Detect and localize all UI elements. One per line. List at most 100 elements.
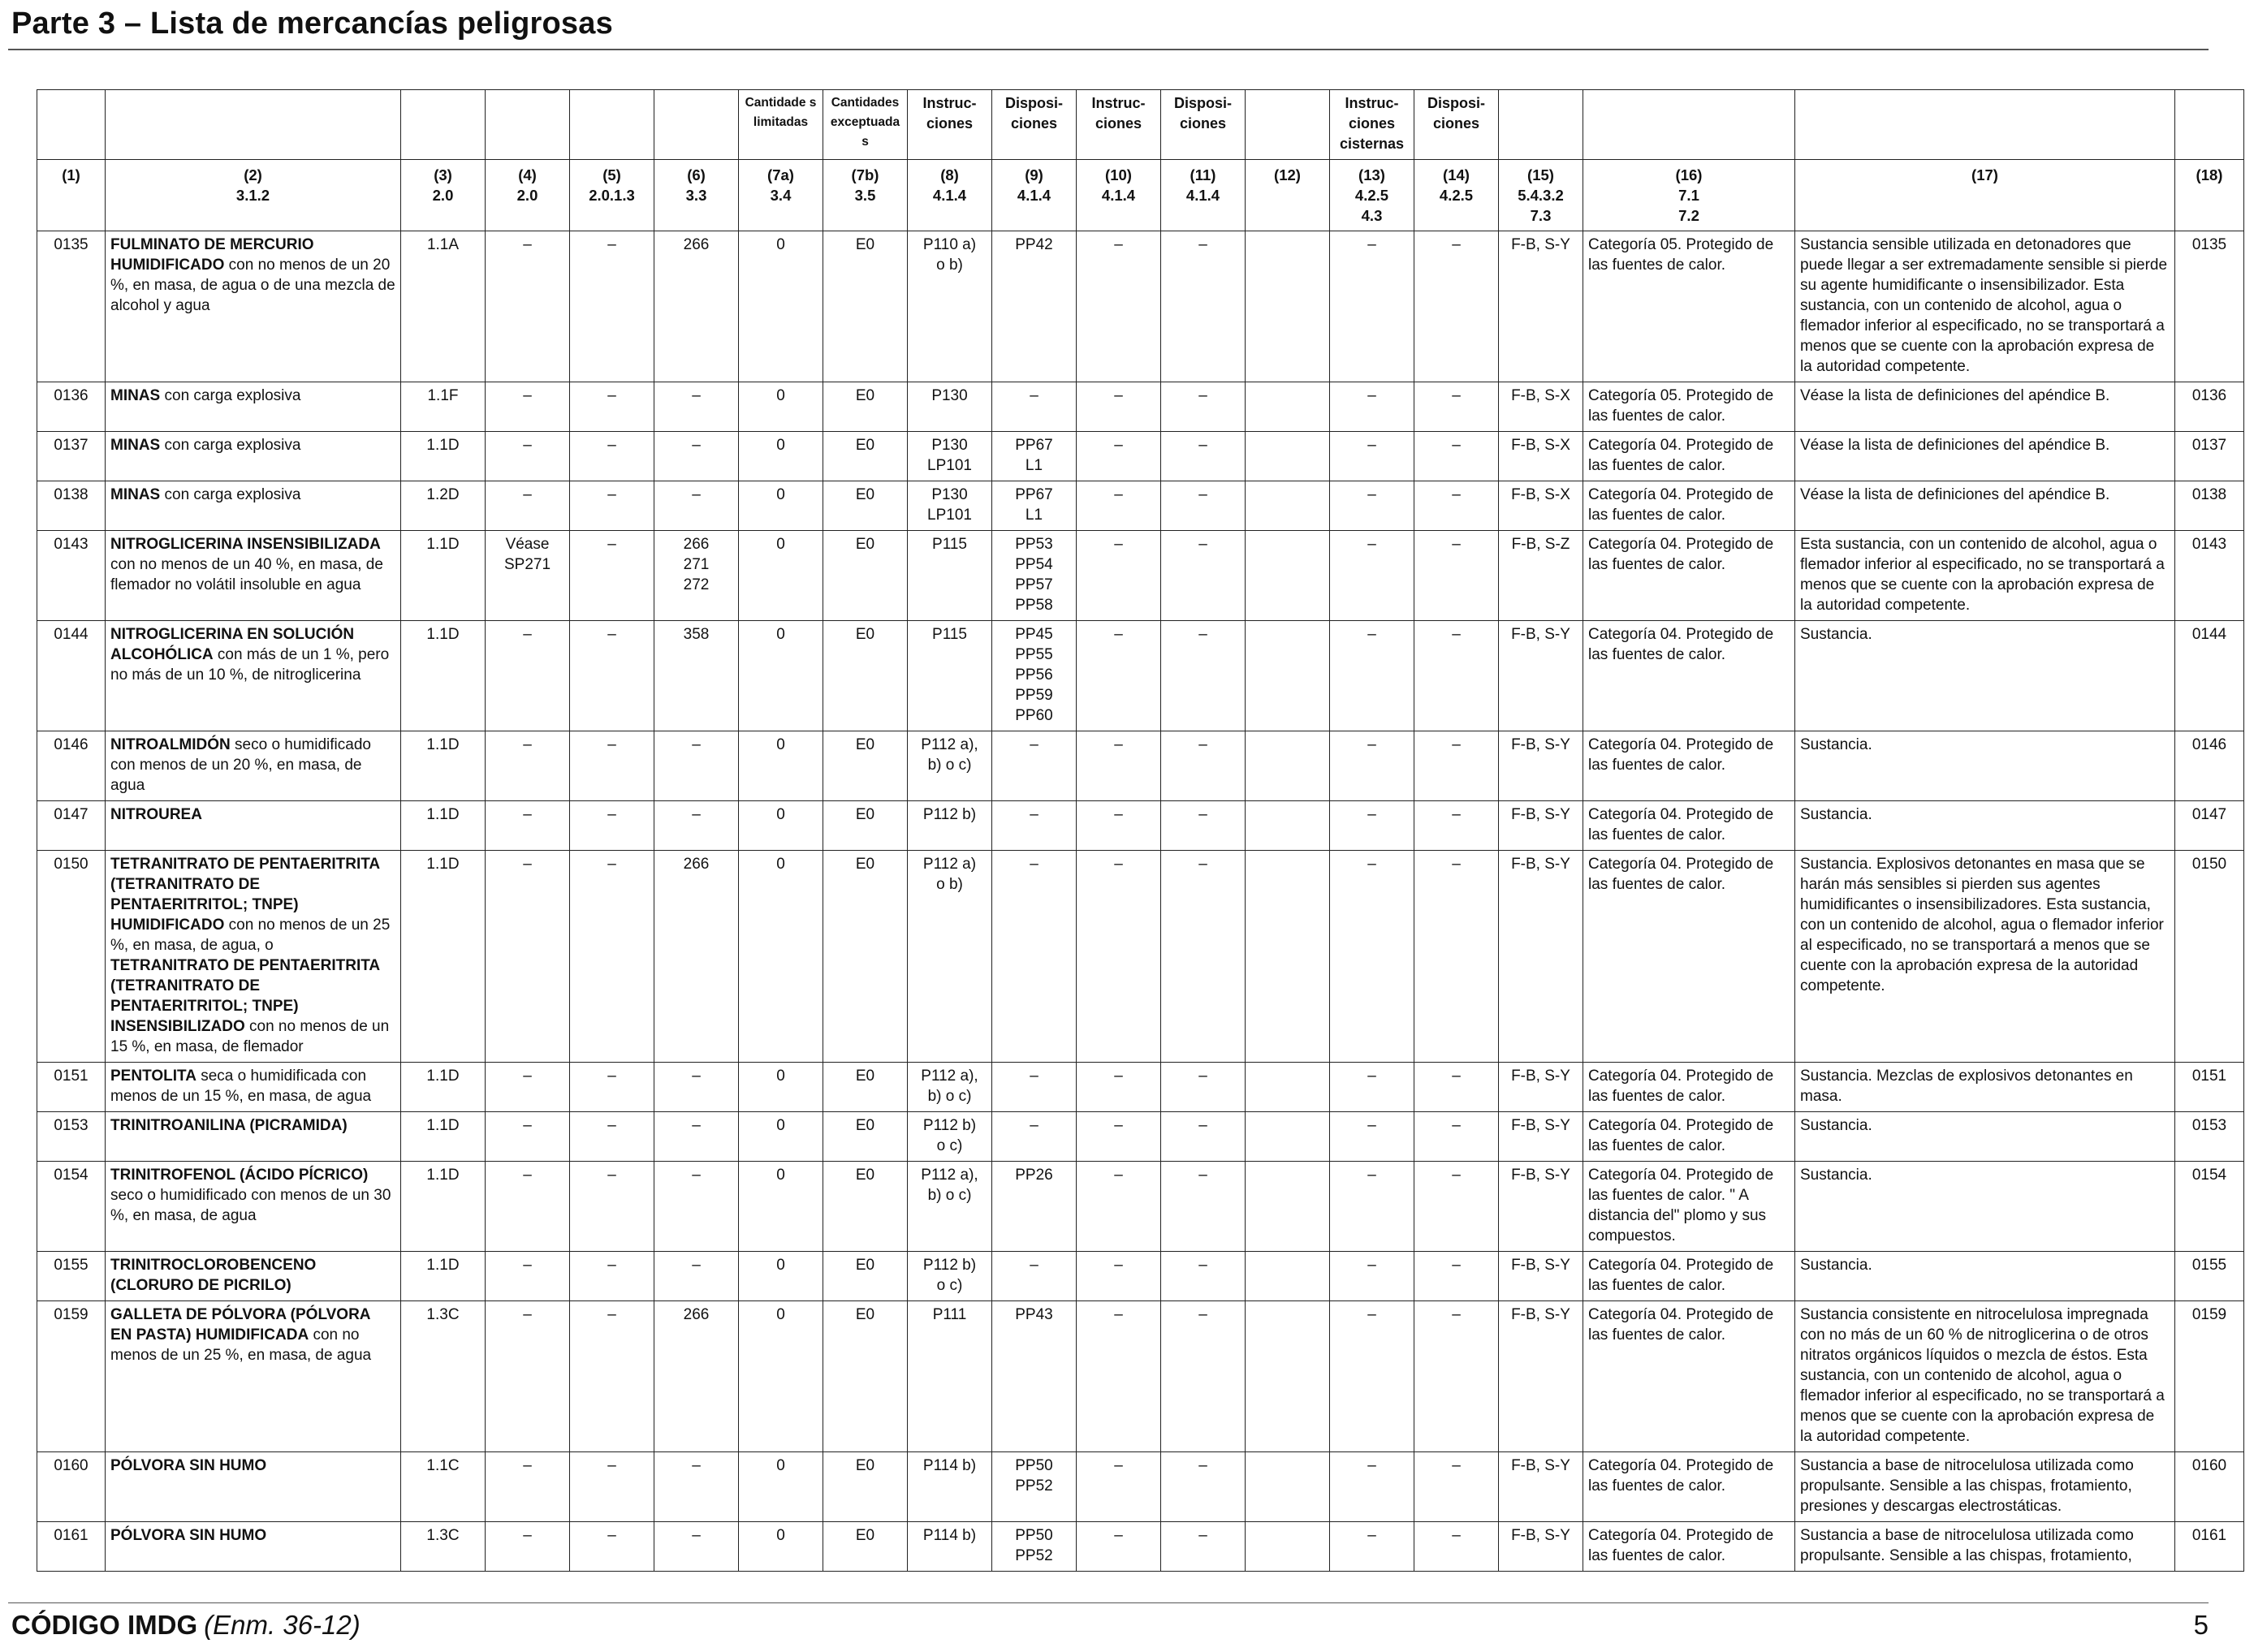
header-title-col-7: Cantidade s limitadas xyxy=(738,89,823,160)
properties-cell: Sustancia. xyxy=(1794,1111,2175,1162)
proper-shipping-name-cell: MINAS con carga explosiva xyxy=(105,431,401,481)
un-number-repeat-cell: 0143 xyxy=(2174,530,2244,621)
excepted-quantity-cell: E0 xyxy=(823,481,908,531)
shipping-name-bold: NITROUREA xyxy=(110,806,202,823)
packing-provisions-cell: PP67 L1 xyxy=(991,481,1077,531)
tank-instructions-cell: – xyxy=(1329,1521,1414,1572)
class-cell: 1.1D xyxy=(400,431,486,481)
header-title-col-19 xyxy=(2174,89,2244,160)
packing-instructions-cell: P114 b) xyxy=(907,1451,992,1522)
packing-provisions-cell: PP42 xyxy=(991,231,1077,382)
shipping-name-text: con carga explosiva xyxy=(160,437,301,454)
excepted-quantity-cell: E0 xyxy=(823,1251,908,1301)
shipping-name-text: con carga explosiva xyxy=(160,387,301,404)
header-title-col-16 xyxy=(1498,89,1583,160)
header-title-col-1 xyxy=(37,89,106,160)
stowage-cell: Categoría 04. Protegido de las fuentes d… xyxy=(1583,731,1795,801)
packing-instructions-cell: P112 b) xyxy=(907,800,992,851)
ems-cell: F-B, S-Z xyxy=(1498,530,1583,621)
un-number-cell: 0150 xyxy=(37,850,106,1063)
ems-cell: F-B, S-Y xyxy=(1498,1451,1583,1522)
shipping-name-bold: FULMINATO DE MERCURIO HUMIDIFICADO xyxy=(110,236,314,274)
proper-shipping-name-cell: TETRANITRATO DE PENTAERITRITA (TETRANITR… xyxy=(105,850,401,1063)
proper-shipping-name-cell: NITROALMIDÓN seco o humidificado con men… xyxy=(105,731,401,801)
class-cell: 1.1D xyxy=(400,731,486,801)
shipping-name-bold: MINAS xyxy=(110,437,161,454)
packing-provisions-cell: – xyxy=(991,850,1077,1063)
footer-amendment: (Enm. 36-12) xyxy=(204,1610,361,1640)
stowage-cell: Categoría 05. Protegido de las fuentes d… xyxy=(1583,231,1795,382)
class-cell: 1.2D xyxy=(400,481,486,531)
un-number-repeat-cell: 0150 xyxy=(2174,850,2244,1063)
special-provisions-cell: 266 xyxy=(654,1300,739,1452)
packing-instructions-cell: P130 LP101 xyxy=(907,431,992,481)
proper-shipping-name-cell: TRINITROCLOROBENCENO (CLORURO DE PICRILO… xyxy=(105,1251,401,1301)
ibc-instructions-cell: – xyxy=(1076,1111,1161,1162)
marine-pollutant-cell: – xyxy=(569,231,654,382)
properties-cell: Sustancia. Explosivos detonantes en masa… xyxy=(1794,850,2175,1063)
excepted-quantity-cell: E0 xyxy=(823,620,908,731)
ibc-instructions-cell: – xyxy=(1076,1300,1161,1452)
header-number-col-3: (3) 2.0 xyxy=(400,159,486,231)
excepted-quantity-cell: E0 xyxy=(823,1062,908,1112)
special-provisions-cell: – xyxy=(654,431,739,481)
header-number-col-18: (17) xyxy=(1794,159,2175,231)
footer-code-name: CÓDIGO IMDG xyxy=(11,1610,198,1640)
marine-pollutant-cell: – xyxy=(569,850,654,1063)
header-number-col-11: (10) 4.1.4 xyxy=(1076,159,1161,231)
special-provisions-cell: – xyxy=(654,481,739,531)
class-cell: 1.1D xyxy=(400,1111,486,1162)
tank-instructions-cell: – xyxy=(1329,850,1414,1063)
dangerous-goods-table: Cantidade s limitadas Cantidades exceptua… xyxy=(37,89,2244,1572)
excepted-quantity-cell: E0 xyxy=(823,1161,908,1252)
subsidiary-risk-cell: – xyxy=(485,731,570,801)
properties-cell: Sustancia a base de nitrocelulosa utiliz… xyxy=(1794,1521,2175,1572)
tank-instructions-cell: – xyxy=(1329,231,1414,382)
marine-pollutant-cell: – xyxy=(569,1300,654,1452)
packing-provisions-cell: – xyxy=(991,1111,1077,1162)
header-titles-row: Cantidade s limitadas Cantidades exceptua… xyxy=(37,89,2244,160)
ibc-instructions-cell: – xyxy=(1076,731,1161,801)
column-12-cell xyxy=(1245,620,1330,731)
ems-cell: F-B, S-Y xyxy=(1498,800,1583,851)
shipping-name-bold: PÓLVORA SIN HUMO xyxy=(110,1457,267,1474)
header-title-col-10: Disposi- ciones xyxy=(991,89,1077,160)
tank-instructions-cell: – xyxy=(1329,431,1414,481)
ibc-provisions-cell: – xyxy=(1160,850,1246,1063)
marine-pollutant-cell: – xyxy=(569,1161,654,1252)
column-12-cell xyxy=(1245,530,1330,621)
shipping-name-bold: GALLETA DE PÓLVORA (PÓLVORA EN PASTA) HU… xyxy=(110,1306,370,1344)
proper-shipping-name-cell: PENTOLITA seca o humidificada con menos … xyxy=(105,1062,401,1112)
header-title-col-18 xyxy=(1794,89,2175,160)
subsidiary-risk-cell: – xyxy=(485,481,570,531)
header-title-col-9: Instruc- ciones xyxy=(907,89,992,160)
ibc-provisions-cell: – xyxy=(1160,481,1246,531)
table-row: 0136 MINAS con carga explosiva 1.1F – – –0 E0 P… xyxy=(37,382,2244,432)
table-row: 0161 PÓLVORA SIN HUMO 1.3C – – –0 E0 P114 b) PP5… xyxy=(37,1521,2244,1572)
header-title-col-14: Instruc- ciones cisternas xyxy=(1329,89,1414,160)
header-number-col-5: (5) 2.0.1.3 xyxy=(569,159,654,231)
table-row: 0150 TETRANITRATO DE PENTAERITRITA (TETRA… xyxy=(37,850,2244,1063)
properties-cell: Sustancia. xyxy=(1794,731,2175,801)
proper-shipping-name-cell: MINAS con carga explosiva xyxy=(105,382,401,432)
tank-provisions-cell: – xyxy=(1414,731,1499,801)
packing-instructions-cell: P114 b) xyxy=(907,1521,992,1572)
tank-provisions-cell: – xyxy=(1414,850,1499,1063)
packing-instructions-cell: P130 xyxy=(907,382,992,432)
ibc-instructions-cell: – xyxy=(1076,1251,1161,1301)
shipping-name-text: con carga explosiva xyxy=(160,486,301,503)
un-number-cell: 0143 xyxy=(37,530,106,621)
tank-provisions-cell: – xyxy=(1414,1161,1499,1252)
limited-quantity-cell: 0 xyxy=(738,431,823,481)
properties-cell: Sustancia. Mezclas de explosivos detonan… xyxy=(1794,1062,2175,1112)
header-title-col-3 xyxy=(400,89,486,160)
tank-provisions-cell: – xyxy=(1414,231,1499,382)
proper-shipping-name-cell: PÓLVORA SIN HUMO xyxy=(105,1521,401,1572)
column-12-cell xyxy=(1245,1451,1330,1522)
packing-instructions-cell: P112 b) o c) xyxy=(907,1251,992,1301)
packing-instructions-cell: P112 a), b) o c) xyxy=(907,1161,992,1252)
un-number-repeat-cell: 0147 xyxy=(2174,800,2244,851)
tank-provisions-cell: – xyxy=(1414,530,1499,621)
shipping-name-bold: NITROGLICERINA EN SOLUCIÓN ALCOHÓLICA xyxy=(110,626,355,663)
packing-instructions-cell: P112 b) o c) xyxy=(907,1111,992,1162)
